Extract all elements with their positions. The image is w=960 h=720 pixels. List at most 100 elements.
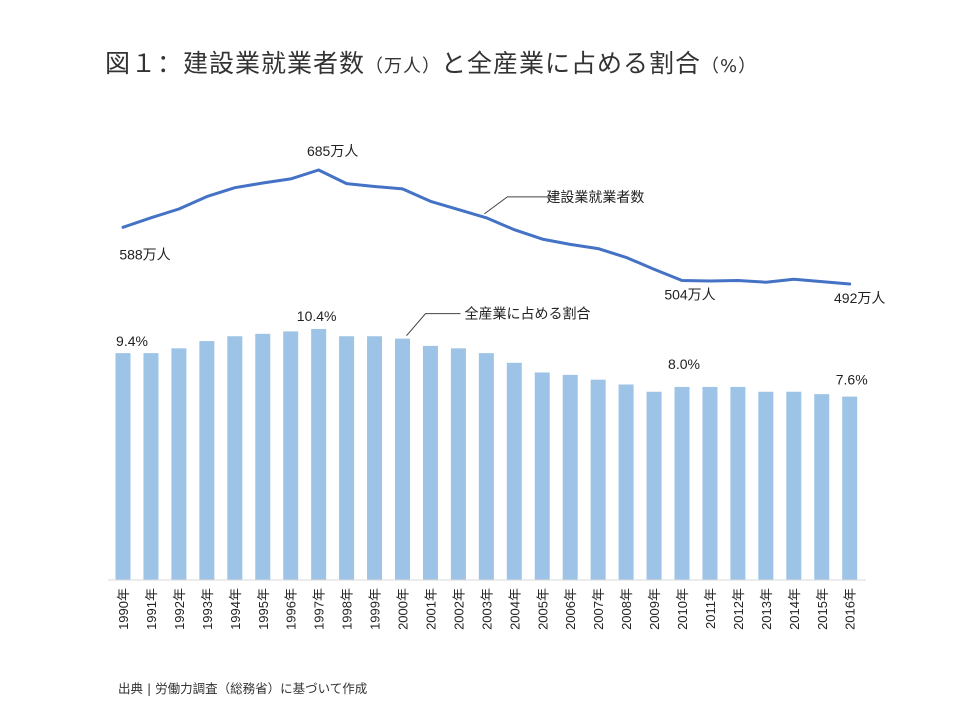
x-tick-2005年: 2005年 — [535, 588, 550, 630]
line-point-2009年 — [652, 268, 656, 271]
x-tick-2015年: 2015年 — [815, 588, 830, 630]
line-point-2014年 — [792, 278, 795, 281]
data-label-588万人: 588万人 — [119, 246, 170, 262]
line-point-1997年 — [317, 168, 320, 172]
callout-leader-全産業に占める割合 — [406, 313, 461, 336]
bar-1991年 — [143, 353, 159, 580]
x-tick-1997年: 1997年 — [312, 588, 327, 630]
bar-1999年 — [367, 336, 383, 580]
line-point-2010年 — [680, 279, 684, 282]
source-note: 出典 | 労働力調査（総務省）に基づいて作成 — [118, 681, 368, 696]
x-tick-2000年: 2000年 — [396, 588, 411, 630]
line-point-2002年 — [457, 208, 460, 211]
line-point-1995年 — [261, 181, 264, 185]
title-unit-percent: （%） — [701, 56, 758, 77]
bar-2011年 — [702, 386, 718, 580]
data-label-685万人: 685万人 — [307, 143, 358, 159]
callout-label-全産業に占める割合: 全産業に占める割合 — [465, 306, 591, 322]
line-point-2000年 — [401, 187, 404, 191]
x-tick-2009年: 2009年 — [647, 588, 662, 630]
line-point-2012年 — [736, 279, 740, 282]
bar-1998年 — [339, 336, 355, 580]
data-label-8.0%: 8.0% — [668, 356, 700, 372]
x-tick-2013年: 2013年 — [759, 588, 774, 630]
bar-2013年 — [758, 391, 774, 580]
line-point-1993年 — [205, 195, 209, 198]
data-label-7.6%: 7.6% — [836, 372, 868, 388]
line-point-1998年 — [345, 182, 348, 185]
x-tick-2014年: 2014年 — [787, 588, 802, 630]
line-point-2008年 — [624, 256, 628, 259]
x-tick-1998年: 1998年 — [340, 588, 355, 630]
line-point-1999年 — [373, 185, 376, 188]
x-tick-2016年: 2016年 — [843, 588, 858, 630]
bar-2014年 — [786, 391, 802, 580]
bar-1990年 — [115, 353, 131, 580]
x-tick-1996年: 1996年 — [284, 588, 299, 630]
bar-2004年 — [506, 362, 522, 580]
line-point-2015年 — [820, 280, 823, 283]
line-point-2006年 — [569, 243, 572, 246]
bar-2010年 — [674, 386, 690, 580]
callout-leader-建設業就業者数 — [484, 196, 556, 215]
bar-2015年 — [814, 394, 830, 580]
x-tick-2011年: 2011年 — [703, 588, 718, 629]
data-label-492万人: 492万人 — [834, 290, 885, 306]
bar-1992年 — [171, 348, 187, 580]
bar-2012年 — [730, 386, 746, 580]
line-point-2001年 — [429, 200, 432, 203]
data-label-504万人: 504万人 — [664, 286, 715, 302]
line-point-1992年 — [177, 207, 181, 211]
line-point-2004年 — [513, 228, 516, 231]
bar-1996年 — [283, 331, 299, 580]
bar-1995年 — [255, 333, 271, 580]
x-tick-1994年: 1994年 — [228, 588, 243, 630]
data-label-9.4%: 9.4% — [116, 333, 148, 349]
bar-2002年 — [450, 348, 466, 580]
line-point-1990年 — [121, 226, 125, 229]
bar-1994年 — [227, 336, 243, 580]
line-point-2013年 — [764, 281, 768, 284]
bar-2007年 — [590, 379, 606, 580]
callout-label-建設業就業者数: 建設業就業者数 — [546, 189, 644, 205]
data-label-10.4%: 10.4% — [297, 308, 337, 324]
x-tick-1990年: 1990年 — [116, 588, 131, 630]
bar-1993年 — [199, 341, 215, 580]
line-series — [121, 168, 852, 286]
x-tick-2002年: 2002年 — [451, 588, 466, 630]
title-unit-persons: （万人） — [365, 56, 442, 77]
line-point-1996年 — [289, 177, 292, 181]
x-tick-labels: 1990年 1991年 1992年 1993年 1994年 1995年 1996年 1997年… — [116, 588, 858, 630]
data-labels: 588万人 685万人 504万人 492万人 9.4% 10.4% 8.0% 7.6% — [116, 143, 885, 388]
title-mid: と全産業に占める割合 — [441, 49, 702, 78]
line-建設業就業者数 — [121, 168, 852, 286]
bar-2003年 — [478, 353, 494, 580]
line-point-1994年 — [233, 186, 236, 189]
bar-series — [115, 329, 858, 580]
bar-2005年 — [534, 372, 550, 580]
x-tick-2007年: 2007年 — [591, 588, 606, 630]
bar-2006年 — [562, 374, 578, 580]
title-main: 図１：建設業就業者数 — [105, 49, 366, 78]
x-tick-2006年: 2006年 — [563, 588, 578, 630]
bar-1997年 — [311, 329, 327, 580]
line-point-1991年 — [149, 216, 153, 220]
x-tick-2004年: 2004年 — [507, 588, 522, 630]
line-point-2003年 — [485, 216, 488, 220]
chart-title: 図１：建設業就業者数（万人）と全産業に占める割合（%） — [105, 44, 757, 80]
line-point-2016年 — [848, 282, 851, 286]
line-point-2007年 — [596, 247, 600, 250]
x-tick-1999年: 1999年 — [368, 588, 383, 630]
bar-2008年 — [618, 384, 634, 580]
x-tick-2012年: 2012年 — [731, 588, 746, 630]
x-tick-2001年: 2001年 — [423, 588, 438, 630]
x-tick-1993年: 1993年 — [200, 588, 215, 630]
x-tick-1992年: 1992年 — [172, 588, 187, 630]
line-point-2005年 — [541, 237, 544, 241]
bar-2016年 — [842, 396, 858, 580]
bar-2000年 — [395, 338, 410, 580]
x-tick-1995年: 1995年 — [256, 588, 271, 630]
line-point-2011年 — [708, 279, 712, 283]
